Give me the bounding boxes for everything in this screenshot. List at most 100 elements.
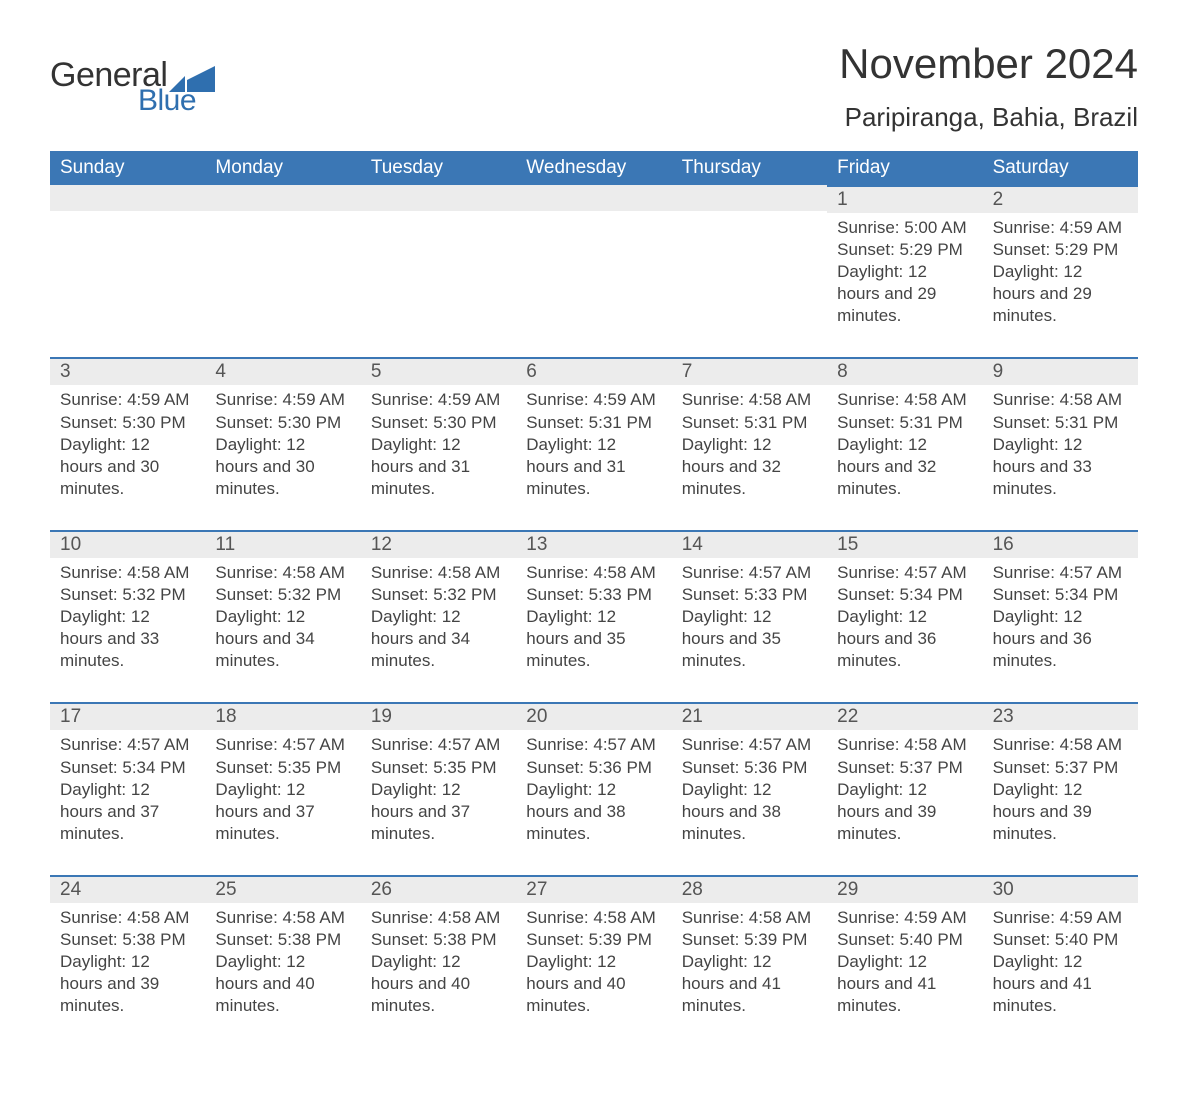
sunset-line: Sunset: 5:31 PM: [682, 412, 817, 434]
day-cell: 25Sunrise: 4:58 AMSunset: 5:38 PMDayligh…: [205, 875, 360, 1047]
sunrise-line: Sunrise: 4:57 AM: [682, 562, 817, 584]
sunrise-line: Sunrise: 4:59 AM: [60, 389, 195, 411]
sunrise-line: Sunrise: 4:58 AM: [371, 562, 506, 584]
sunset-line: Sunset: 5:33 PM: [682, 584, 817, 606]
day-info: Sunrise: 4:58 AMSunset: 5:31 PMDaylight:…: [833, 389, 976, 499]
month-title: November 2024: [839, 40, 1138, 88]
daylight-line: Daylight: 12 hours and 35 minutes.: [682, 606, 817, 672]
sunset-line: Sunset: 5:30 PM: [60, 412, 195, 434]
day-cell: 5Sunrise: 4:59 AMSunset: 5:30 PMDaylight…: [361, 357, 516, 529]
day-number: 11: [205, 530, 360, 558]
sunset-line: Sunset: 5:32 PM: [371, 584, 506, 606]
day-cell: 8 Sunrise: 4:58 AMSunset: 5:31 PMDaylight…: [827, 357, 982, 529]
daylight-line: Daylight: 12 hours and 32 minutes.: [682, 434, 817, 500]
day-cell: 7Sunrise: 4:58 AMSunset: 5:31 PMDaylight…: [672, 357, 827, 529]
sunrise-line: Sunrise: 4:57 AM: [682, 734, 817, 756]
sunrise-line: Sunrise: 4:58 AM: [215, 562, 350, 584]
daylight-line: Daylight: 12 hours and 39 minutes.: [993, 779, 1128, 845]
day-info: Sunrise: 4:58 AMSunset: 5:33 PMDaylight:…: [522, 562, 665, 672]
daylight-line: Daylight: 12 hours and 30 minutes.: [60, 434, 195, 500]
day-cell: 20Sunrise: 4:57 AMSunset: 5:36 PMDayligh…: [516, 702, 671, 874]
daylight-line: Daylight: 12 hours and 38 minutes.: [682, 779, 817, 845]
calendar-grid: SundayMondayTuesdayWednesdayThursdayFrid…: [50, 151, 1138, 1047]
day-cell: 10Sunrise: 4:58 AMSunset: 5:32 PMDayligh…: [50, 530, 205, 702]
daylight-line: Daylight: 12 hours and 36 minutes.: [993, 606, 1128, 672]
daylight-line: Daylight: 12 hours and 36 minutes.: [837, 606, 972, 672]
day-number: 15: [827, 530, 982, 558]
day-info: Sunrise: 4:59 AMSunset: 5:40 PMDaylight:…: [989, 907, 1132, 1017]
day-info: Sunrise: 4:57 AMSunset: 5:36 PMDaylight:…: [678, 734, 821, 844]
weekday-header: Friday: [827, 151, 982, 185]
day-number: 25: [205, 875, 360, 903]
sunset-line: Sunset: 5:34 PM: [837, 584, 972, 606]
day-info: Sunrise: 4:58 AMSunset: 5:39 PMDaylight:…: [678, 907, 821, 1017]
day-cell: 22Sunrise: 4:58 AMSunset: 5:37 PMDayligh…: [827, 702, 982, 874]
day-cell-empty: [672, 185, 827, 357]
daylight-line: Daylight: 12 hours and 37 minutes.: [371, 779, 506, 845]
day-info: Sunrise: 4:58 AMSunset: 5:31 PMDaylight:…: [989, 389, 1132, 499]
day-number: 7: [672, 357, 827, 385]
sunrise-line: Sunrise: 4:58 AM: [526, 562, 661, 584]
sunset-line: Sunset: 5:31 PM: [993, 412, 1128, 434]
day-number: 9: [983, 357, 1138, 385]
day-cell: 28Sunrise: 4:58 AMSunset: 5:39 PMDayligh…: [672, 875, 827, 1047]
sunrise-line: Sunrise: 4:58 AM: [837, 389, 972, 411]
day-cell: 4Sunrise: 4:59 AMSunset: 5:30 PMDaylight…: [205, 357, 360, 529]
weekday-header: Monday: [205, 151, 360, 185]
sunset-line: Sunset: 5:34 PM: [60, 757, 195, 779]
day-number: 10: [50, 530, 205, 558]
day-number: [672, 185, 827, 211]
sunset-line: Sunset: 5:30 PM: [215, 412, 350, 434]
day-cell: 23Sunrise: 4:58 AMSunset: 5:37 PMDayligh…: [983, 702, 1138, 874]
day-number: 8: [827, 357, 982, 385]
day-cell: 6Sunrise: 4:59 AMSunset: 5:31 PMDaylight…: [516, 357, 671, 529]
sunset-line: Sunset: 5:36 PM: [526, 757, 661, 779]
sunset-line: Sunset: 5:38 PM: [60, 929, 195, 951]
daylight-line: Daylight: 12 hours and 40 minutes.: [215, 951, 350, 1017]
day-info: Sunrise: 4:57 AMSunset: 5:33 PMDaylight:…: [678, 562, 821, 672]
daylight-line: Daylight: 12 hours and 40 minutes.: [526, 951, 661, 1017]
sunrise-line: Sunrise: 4:58 AM: [993, 389, 1128, 411]
sunset-line: Sunset: 5:40 PM: [837, 929, 972, 951]
sunrise-line: Sunrise: 4:57 AM: [60, 734, 195, 756]
sunrise-line: Sunrise: 4:58 AM: [837, 734, 972, 756]
day-info: Sunrise: 4:59 AMSunset: 5:31 PMDaylight:…: [522, 389, 665, 499]
calendar-page: General Blue November 2024 Paripiranga, …: [0, 0, 1188, 1097]
day-cell: 9 Sunrise: 4:58 AMSunset: 5:31 PMDaylight…: [983, 357, 1138, 529]
sunset-line: Sunset: 5:32 PM: [60, 584, 195, 606]
sunset-line: Sunset: 5:33 PM: [526, 584, 661, 606]
day-cell: 30Sunrise: 4:59 AMSunset: 5:40 PMDayligh…: [983, 875, 1138, 1047]
day-cell: 26Sunrise: 4:58 AMSunset: 5:38 PMDayligh…: [361, 875, 516, 1047]
week-row: 1Sunrise: 5:00 AMSunset: 5:29 PMDaylight…: [50, 185, 1138, 357]
sunset-line: Sunset: 5:40 PM: [993, 929, 1128, 951]
day-cell: 24Sunrise: 4:58 AMSunset: 5:38 PMDayligh…: [50, 875, 205, 1047]
daylight-line: Daylight: 12 hours and 29 minutes.: [837, 261, 972, 327]
day-number: 4: [205, 357, 360, 385]
sunset-line: Sunset: 5:30 PM: [371, 412, 506, 434]
sunset-line: Sunset: 5:37 PM: [837, 757, 972, 779]
day-cell: 15Sunrise: 4:57 AMSunset: 5:34 PMDayligh…: [827, 530, 982, 702]
sunrise-line: Sunrise: 4:59 AM: [371, 389, 506, 411]
daylight-line: Daylight: 12 hours and 37 minutes.: [215, 779, 350, 845]
week-row: 24Sunrise: 4:58 AMSunset: 5:38 PMDayligh…: [50, 875, 1138, 1047]
day-info: Sunrise: 4:58 AMSunset: 5:37 PMDaylight:…: [989, 734, 1132, 844]
day-number: 14: [672, 530, 827, 558]
weekday-header: Saturday: [983, 151, 1138, 185]
day-info: Sunrise: 4:58 AMSunset: 5:38 PMDaylight:…: [56, 907, 199, 1017]
day-cell: 19Sunrise: 4:57 AMSunset: 5:35 PMDayligh…: [361, 702, 516, 874]
day-info: Sunrise: 4:59 AMSunset: 5:30 PMDaylight:…: [56, 389, 199, 499]
day-cell-empty: [361, 185, 516, 357]
sunrise-line: Sunrise: 4:58 AM: [993, 734, 1128, 756]
day-cell-empty: [516, 185, 671, 357]
sunset-line: Sunset: 5:34 PM: [993, 584, 1128, 606]
daylight-line: Daylight: 12 hours and 31 minutes.: [371, 434, 506, 500]
day-cell: 18Sunrise: 4:57 AMSunset: 5:35 PMDayligh…: [205, 702, 360, 874]
sunset-line: Sunset: 5:29 PM: [993, 239, 1128, 261]
day-info: Sunrise: 4:59 AMSunset: 5:29 PMDaylight:…: [989, 217, 1132, 327]
daylight-line: Daylight: 12 hours and 31 minutes.: [526, 434, 661, 500]
daylight-line: Daylight: 12 hours and 33 minutes.: [993, 434, 1128, 500]
sunrise-line: Sunrise: 4:59 AM: [215, 389, 350, 411]
daylight-line: Daylight: 12 hours and 39 minutes.: [837, 779, 972, 845]
sunset-line: Sunset: 5:31 PM: [526, 412, 661, 434]
day-number: 12: [361, 530, 516, 558]
